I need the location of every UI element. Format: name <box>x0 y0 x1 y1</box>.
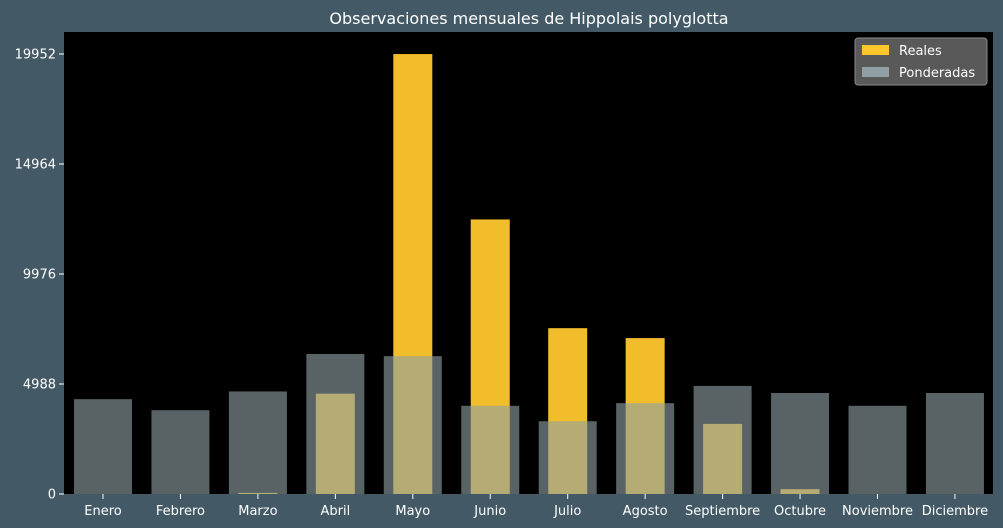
bar-ponderadas <box>925 392 984 494</box>
bar-ponderadas <box>848 405 907 494</box>
y-axis: 0 4988 9976 14964 19952 <box>15 48 64 503</box>
chart-title: Observaciones mensuales de Hippolais pol… <box>329 9 728 28</box>
legend: Reales Ponderadas <box>854 37 988 86</box>
x-tick-label: Febrero <box>156 504 205 519</box>
bar-ponderadas <box>771 392 830 494</box>
x-tick-label: Diciembre <box>922 504 988 519</box>
bar-ponderadas <box>306 353 365 494</box>
bar-ponderadas <box>74 399 132 494</box>
x-tick-label: Septiembre <box>685 504 760 519</box>
x-tick-label: Octubre <box>774 504 826 519</box>
legend-label-reales: Reales <box>899 44 942 59</box>
x-tick-label: Mayo <box>395 504 430 519</box>
y-tick-label: 9976 <box>23 268 56 283</box>
x-tick-label: Junio <box>473 504 506 519</box>
plot-area <box>64 32 993 494</box>
bar-ponderadas <box>383 356 442 494</box>
legend-swatch-reales <box>862 45 889 55</box>
bars <box>74 54 984 495</box>
y-tick-label: 14964 <box>15 158 56 173</box>
bar-ponderadas <box>151 410 210 494</box>
x-tick-label: Abril <box>320 504 350 519</box>
x-tick-label: Noviembre <box>842 504 913 519</box>
bar-ponderadas <box>693 385 752 494</box>
x-tick-label: Marzo <box>238 504 277 519</box>
x-axis: Enero Febrero Marzo Abril Mayo Junio Julio Agos… <box>84 494 988 519</box>
legend-label-ponderadas: Ponderadas <box>899 66 975 81</box>
legend-swatch-ponderadas <box>862 67 889 77</box>
x-tick-label: Enero <box>84 504 122 519</box>
x-tick-label: Agosto <box>623 504 668 519</box>
y-tick-label: 19952 <box>15 48 56 63</box>
bar-ponderadas <box>228 391 287 494</box>
x-tick-label: Julio <box>553 504 581 519</box>
y-tick-label: 0 <box>48 488 56 503</box>
bar-ponderadas <box>616 403 675 494</box>
bar-ponderadas <box>538 421 597 494</box>
bar-ponderadas <box>461 405 520 494</box>
y-tick-label: 4988 <box>23 378 56 393</box>
